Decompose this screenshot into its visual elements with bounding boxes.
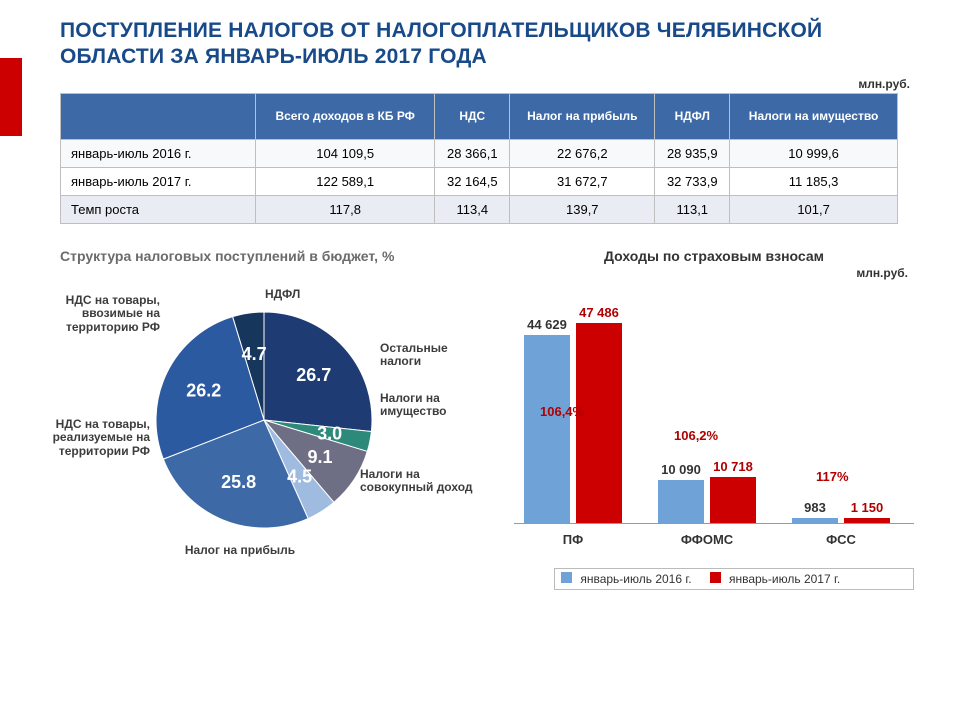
bar-value-label: 983 <box>788 500 842 515</box>
bar <box>524 335 570 523</box>
page-title: ПОСТУПЛЕНИЕ НАЛОГОВ ОТ НАЛОГОПЛАТЕЛЬЩИКО… <box>60 18 930 71</box>
pie-value: 4.5 <box>287 466 312 486</box>
row-label: январь-июль 2016 г. <box>61 139 256 167</box>
cell: 122 589,1 <box>256 167 435 195</box>
cell: 28 935,9 <box>655 139 730 167</box>
row-label: Темп роста <box>61 195 256 223</box>
col-ndfl: НДФЛ <box>655 93 730 139</box>
col-vat: НДС <box>435 93 510 139</box>
cell: 28 366,1 <box>435 139 510 167</box>
cell: 32 733,9 <box>655 167 730 195</box>
pie-ext-vat-domestic: НДС на товары, реализуемые на территории… <box>10 418 150 459</box>
accent-bar <box>0 58 22 136</box>
cell: 113,4 <box>435 195 510 223</box>
cell: 101,7 <box>730 195 898 223</box>
legend-swatch-2016 <box>561 572 572 583</box>
bar-value-label: 10 718 <box>706 459 760 474</box>
units-top: млн.руб. <box>60 77 930 91</box>
pie-ext-aggregate: Налоги на совокупный доход <box>360 468 480 496</box>
legend-item: январь-июль 2016 г. <box>561 572 692 586</box>
bar-plot: 44 62947 486106,4%ПФ10 09010 718106,2%ФФ… <box>514 284 914 524</box>
slide-content: ПОСТУПЛЕНИЕ НАЛОГОВ ОТ НАЛОГОПЛАТЕЛЬЩИКО… <box>60 18 930 708</box>
cell: 11 185,3 <box>730 167 898 195</box>
table-row: январь-июль 2016 г. 104 109,5 28 366,1 2… <box>61 139 898 167</box>
pie-title: Структура налоговых поступлений в бюджет… <box>60 248 500 264</box>
bar-value-label: 1 150 <box>840 500 894 515</box>
col-empty <box>61 93 256 139</box>
col-prop: Налоги на имущество <box>730 93 898 139</box>
pie-value: 4.7 <box>242 343 267 363</box>
cell: 10 999,6 <box>730 139 898 167</box>
bar <box>792 518 838 522</box>
bar-category-label: ФФОМС <box>652 532 762 547</box>
table-header-row: Всего доходов в КБ РФ НДС Налог на прибы… <box>61 93 898 139</box>
bar-title: Доходы по страховым взносам <box>514 248 914 264</box>
pie-value: 9.1 <box>307 446 332 466</box>
cell: 22 676,2 <box>510 139 655 167</box>
pie-value: 25.8 <box>221 471 256 491</box>
cell: 104 109,5 <box>256 139 435 167</box>
bar-legend: январь-июль 2016 г. январь-июль 2017 г. <box>554 568 914 590</box>
cell: 31 672,7 <box>510 167 655 195</box>
growth-pct-label: 106,2% <box>674 428 718 443</box>
pie-panel: Структура налоговых поступлений в бюджет… <box>60 248 500 524</box>
col-total: Всего доходов в КБ РФ <box>256 93 435 139</box>
col-profit: Налог на прибыль <box>510 93 655 139</box>
growth-pct-label: 106,4% <box>540 404 584 419</box>
pie-ext-profit: Налог на прибыль <box>160 544 320 558</box>
bar <box>710 477 756 522</box>
pie-value: 3.0 <box>317 423 342 443</box>
bar-category-label: ПФ <box>518 532 628 547</box>
table-row: Темп роста 117,8 113,4 139,7 113,1 101,7 <box>61 195 898 223</box>
bar-value-label: 44 629 <box>520 317 574 332</box>
pie-ext-vat-import: НДС на товары, ввозимые на территорию РФ <box>40 294 160 335</box>
cell: 32 164,5 <box>435 167 510 195</box>
bar <box>576 323 622 523</box>
tax-table: Всего доходов в КБ РФ НДС Налог на прибы… <box>60 93 898 224</box>
cell: 117,8 <box>256 195 435 223</box>
bar <box>658 480 704 522</box>
bar-panel: Доходы по страховым взносам млн.руб. 44 … <box>514 248 914 524</box>
bar-category-label: ФСС <box>786 532 896 547</box>
legend-label: январь-июль 2016 г. <box>580 572 691 586</box>
legend-label: январь-июль 2017 г. <box>729 572 840 586</box>
pie-value: 26.7 <box>296 365 331 385</box>
bar-units: млн.руб. <box>514 266 914 280</box>
cell: 139,7 <box>510 195 655 223</box>
pie-ext-ndfl: НДФЛ <box>265 288 300 302</box>
cell: 113,1 <box>655 195 730 223</box>
pie-ext-other: Остальные налоги <box>380 342 480 370</box>
legend-swatch-2017 <box>710 572 721 583</box>
growth-pct-label: 117% <box>816 469 849 484</box>
pie-ext-property: Налоги на имущество <box>380 392 480 420</box>
row-label: январь-июль 2017 г. <box>61 167 256 195</box>
legend-item: январь-июль 2017 г. <box>710 572 841 586</box>
bar <box>844 518 890 523</box>
pie-value: 26.2 <box>186 380 221 400</box>
table-row: январь-июль 2017 г. 122 589,1 32 164,5 3… <box>61 167 898 195</box>
pie-chart: 4.7 26.7 3.0 9.14.5 25.8 26.2 <box>154 310 374 530</box>
bar-value-label: 47 486 <box>572 305 626 320</box>
bar-value-label: 10 090 <box>654 462 708 477</box>
